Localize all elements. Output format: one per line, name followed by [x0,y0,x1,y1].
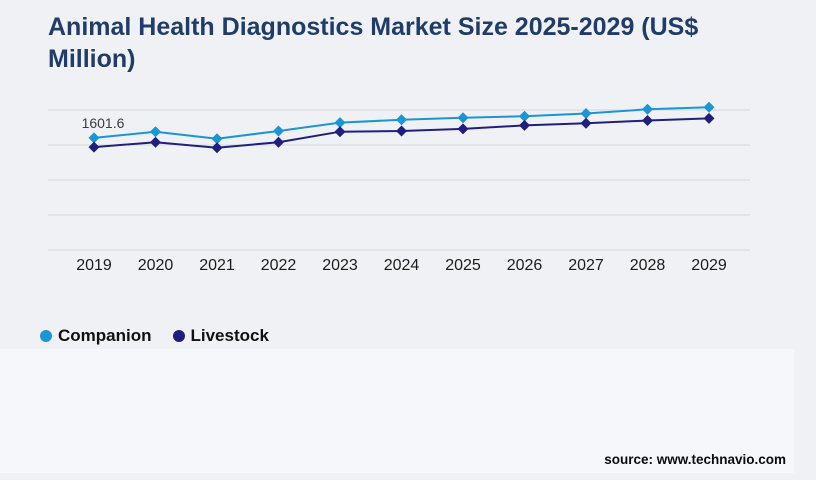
chart-legend: Companion Livestock [40,325,269,347]
data-point-companion-2021[interactable] [211,133,223,145]
data-point-companion-2024[interactable] [396,114,407,126]
data-point-livestock-2029[interactable] [703,112,715,124]
chart-title: Animal Health Diagnostics Market Size 20… [48,13,699,73]
x-axis-label-2019: 2019 [76,257,112,274]
x-axis-label-2026: 2026 [507,257,543,274]
data-point-companion-2023[interactable] [334,117,346,129]
source-attribution: source: www.technavio.com [604,452,786,467]
data-point-livestock-2024[interactable] [396,125,407,137]
data-point-livestock-2023[interactable] [334,126,346,138]
x-axis-label-2024: 2024 [384,257,420,274]
x-axis-label-2022: 2022 [261,257,297,274]
companion-series-swatch-icon [40,330,52,342]
x-axis-label-2023: 2023 [322,257,358,274]
background-band [0,349,794,473]
data-point-livestock-2020[interactable] [150,136,161,148]
data-point-companion-2022[interactable] [273,125,284,137]
legend-label-livestock: Livestock [190,326,269,345]
x-axis-label-2021: 2021 [199,257,235,274]
data-point-livestock-2028[interactable] [642,115,653,126]
x-axis-label-2028: 2028 [630,257,666,274]
legend-item-livestock[interactable]: Livestock [172,326,269,346]
x-axis-label-2027: 2027 [568,257,604,274]
data-point-companion-2020[interactable] [150,126,161,138]
legend-item-companion[interactable]: Companion [40,326,152,346]
x-axis-label-2020: 2020 [138,257,174,274]
data-point-livestock-2026[interactable] [519,119,530,131]
data-label-companion-2019: 1601.6 [82,115,125,131]
data-point-companion-2026[interactable] [519,110,530,122]
data-point-livestock-2021[interactable] [211,142,223,154]
data-point-livestock-2022[interactable] [273,136,284,148]
data-point-companion-2019[interactable] [88,132,100,144]
data-point-livestock-2025[interactable] [457,123,469,135]
data-point-companion-2029[interactable] [703,101,715,113]
legend-label-companion: Companion [58,326,152,345]
data-point-companion-2027[interactable] [580,108,592,119]
data-point-companion-2025[interactable] [457,112,469,124]
x-axis-label-2025: 2025 [445,257,481,274]
x-axis-label-2029: 2029 [691,257,727,274]
data-point-companion-2028[interactable] [642,103,653,115]
livestock-series-swatch-icon [172,330,185,342]
data-point-livestock-2019[interactable] [88,141,100,153]
data-point-livestock-2027[interactable] [580,117,592,129]
